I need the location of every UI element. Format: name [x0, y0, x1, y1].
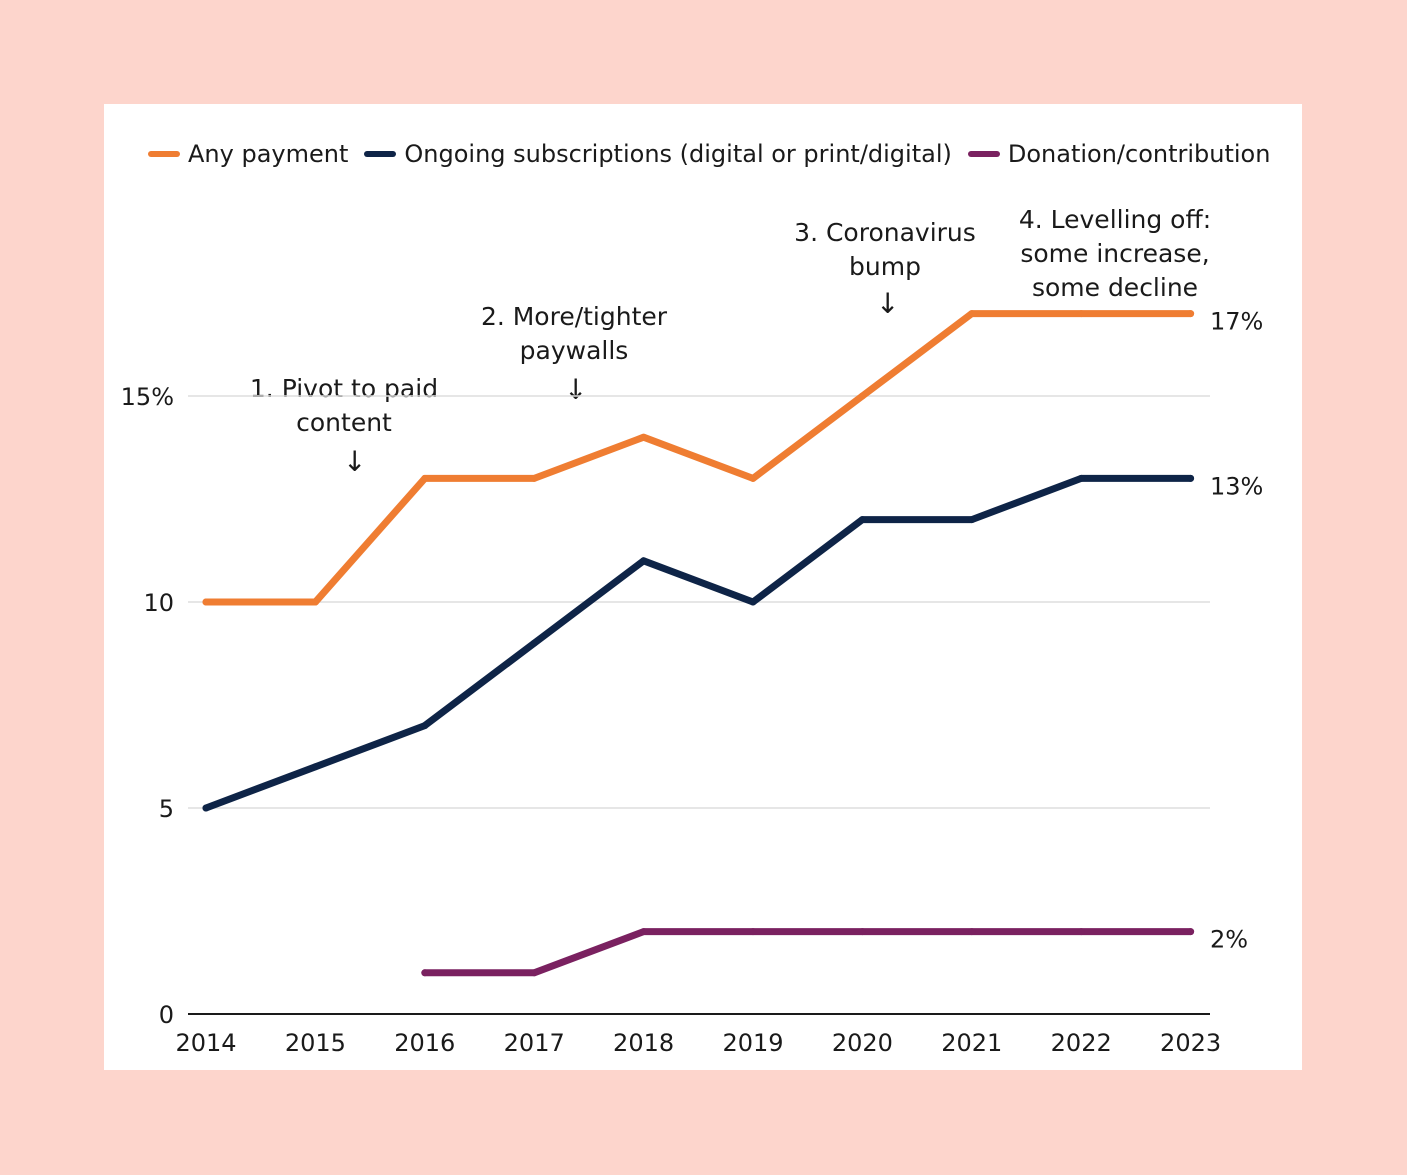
legend-item-any-payment: Any payment [148, 140, 348, 168]
line-chart: 0 5 10 15% 2014 2015 2016 2017 2018 2019 2020 2021 2… [121, 308, 1264, 1057]
data-point [858, 392, 866, 400]
annotation-line: 2. More/tighter [480, 302, 668, 331]
annotation-line: content [296, 408, 392, 437]
annotation-line: some decline [1031, 273, 1199, 302]
arrow-down-icon: ↓ [343, 445, 367, 478]
series-end-label: 2% [1210, 926, 1248, 954]
data-point [202, 598, 210, 606]
data-point [858, 928, 866, 936]
annotation-coronavirus: 3. Coronavirus bump [785, 216, 985, 284]
legend-item-subscriptions: Ongoing subscriptions (digital or print/… [364, 140, 952, 168]
annotation-line: 3. Coronavirus [794, 218, 976, 247]
data-point [640, 433, 648, 441]
legend: Any payment Ongoing subscriptions (digit… [148, 134, 1286, 174]
data-point [530, 474, 538, 482]
x-tick-label: 2023 [1160, 1029, 1221, 1057]
data-point [530, 969, 538, 977]
series-line [202, 474, 1195, 812]
x-tick-label: 2019 [722, 1029, 783, 1057]
data-point [421, 969, 429, 977]
annotation-line: some increase, [1020, 239, 1210, 268]
data-point [202, 804, 210, 812]
x-tick-label: 2020 [832, 1029, 893, 1057]
legend-label: Ongoing subscriptions (digital or print/… [404, 140, 952, 168]
y-tick-label: 10 [143, 589, 174, 617]
legend-item-donation: Donation/contribution [967, 140, 1271, 168]
arrow-down-icon: ↓ [876, 287, 900, 320]
x-tick-label: 2016 [394, 1029, 455, 1057]
annotation-line: 1. Pivot to paid [249, 374, 439, 403]
y-tick-label: 0 [159, 1001, 174, 1029]
data-point [749, 928, 757, 936]
series-end-label: 17% [1210, 308, 1263, 336]
x-tick-label: 2018 [613, 1029, 674, 1057]
data-point [311, 763, 319, 771]
data-point [858, 516, 866, 524]
data-point [749, 598, 757, 606]
y-tick-label: 5 [159, 795, 174, 823]
data-point [640, 557, 648, 565]
series-line [202, 310, 1195, 606]
data-point [421, 474, 429, 482]
x-tick-label: 2017 [504, 1029, 565, 1057]
legend-swatch [967, 151, 1000, 157]
data-point [968, 310, 976, 318]
data-point [1187, 928, 1195, 936]
legend-label: Any payment [188, 140, 349, 168]
series-line [421, 928, 1195, 977]
annotation-line: bump [849, 252, 921, 281]
annotation-line: paywalls [519, 336, 629, 365]
data-point [530, 639, 538, 647]
legend-swatch [364, 151, 397, 157]
annotation-levelling-off: 4. Levelling off: some increase, some de… [1000, 203, 1230, 305]
data-point [749, 474, 757, 482]
data-point [968, 928, 976, 936]
data-point [1187, 310, 1195, 318]
data-point [1187, 474, 1195, 482]
data-point [421, 722, 429, 730]
data-point [1077, 310, 1085, 318]
data-point [1077, 928, 1085, 936]
annotation-line: 4. Levelling off: [1018, 205, 1212, 234]
chart-card: Any payment Ongoing subscriptions (digit… [104, 104, 1302, 1070]
data-point [1077, 474, 1085, 482]
legend-swatch [148, 151, 180, 157]
annotation-paywalls: 2. More/tighter paywalls [474, 300, 674, 368]
data-point [968, 516, 976, 524]
data-point [640, 928, 648, 936]
data-point [311, 598, 319, 606]
legend-label: Donation/contribution [1007, 140, 1271, 168]
x-tick-label: 2021 [941, 1029, 1002, 1057]
series-end-label: 13% [1210, 472, 1263, 500]
x-tick-label: 2015 [285, 1029, 346, 1057]
x-tick-label: 2014 [175, 1029, 236, 1057]
x-tick-label: 2022 [1051, 1029, 1112, 1057]
annotation-pivot-to-paid: 1. Pivot to paid content [244, 372, 444, 440]
y-tick-label: 15% [121, 383, 174, 411]
